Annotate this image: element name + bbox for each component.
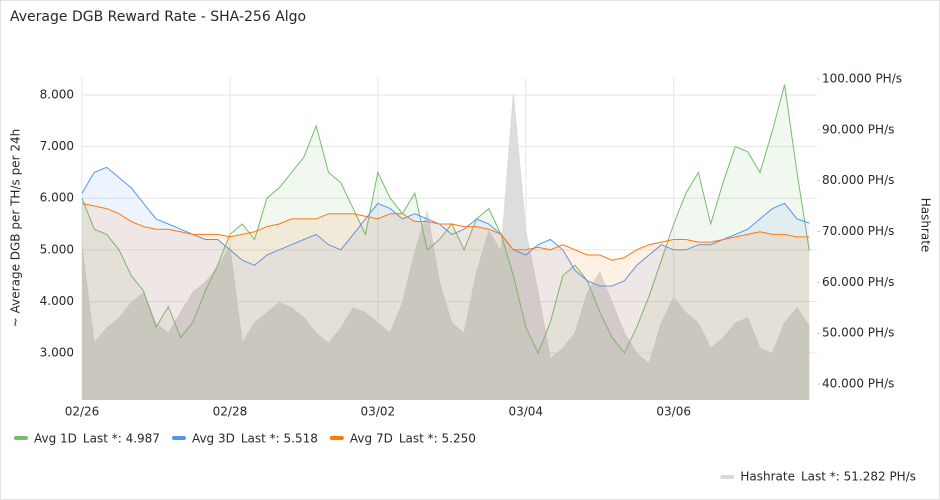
legend-label: Hashrate <box>740 470 795 484</box>
legend-marker <box>329 436 344 440</box>
y-tick-label: 7.000 <box>40 139 74 153</box>
series-line <box>81 94 810 365</box>
x-tick-label: 03/06 <box>656 405 691 419</box>
y2-tick-label: 90.000 PH/s <box>822 122 894 136</box>
y2-tick-label: 80.000 PH/s <box>822 173 894 187</box>
legend-value: Last *: 5.518 <box>241 432 318 446</box>
series-line <box>81 166 810 287</box>
legend-value: Last *: 4.987 <box>83 432 160 446</box>
series-fill <box>82 94 810 401</box>
y2-tick-label: 50.000 PH/s <box>822 326 894 340</box>
legend-marker <box>171 436 186 440</box>
y-tick-label: 3.000 <box>40 346 74 360</box>
x-tick-label: 02/26 <box>65 405 100 419</box>
legend-marker <box>14 436 28 440</box>
series-line <box>81 84 810 355</box>
legend-label: Avg 3D <box>192 432 235 446</box>
series-fill <box>82 84 810 400</box>
legend-marker <box>720 475 735 479</box>
y2-tick-label: 100.000 PH/s <box>822 72 902 86</box>
x-tick-label: 03/02 <box>361 405 396 419</box>
y2-tick-label: 70.000 PH/s <box>822 224 894 238</box>
y-tick-label: 4.000 <box>40 294 74 308</box>
legend-label: Avg 7D <box>350 432 393 446</box>
y2-tick-label: 60.000 PH/s <box>822 275 894 289</box>
y-tick-label: 8.000 <box>40 88 74 102</box>
series-fill <box>82 203 810 400</box>
y-axis-label: ~ Average DGB per TH/s per 24h <box>9 129 23 327</box>
chart-title: Average DGB Reward Rate - SHA-256 Algo <box>10 9 306 25</box>
plot <box>81 84 810 401</box>
series-line <box>81 202 810 261</box>
legend-value: Last *: 5.250 <box>399 432 476 446</box>
y-tick-label: 5.000 <box>40 242 74 256</box>
legend-value: Last *: 51.282 PH/s <box>801 470 916 484</box>
series-fill <box>82 167 810 400</box>
legend-label: Avg 1D <box>34 432 77 446</box>
x-tick-label: 02/28 <box>213 405 248 419</box>
y2-tick-label: 40.000 PH/s <box>822 376 894 390</box>
y-tick-label: 6.000 <box>40 191 74 205</box>
x-tick-label: 03/04 <box>508 405 543 419</box>
y2-axis-label: Hashrate <box>919 198 933 253</box>
